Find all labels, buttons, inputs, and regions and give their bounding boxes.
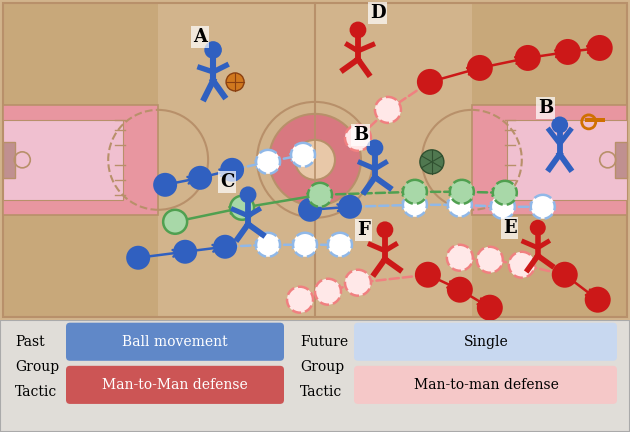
Circle shape <box>509 252 535 278</box>
Circle shape <box>220 158 244 182</box>
Circle shape <box>587 35 613 61</box>
Text: E: E <box>503 219 517 237</box>
Text: Ball movement: Ball movement <box>122 335 228 349</box>
Circle shape <box>477 247 503 273</box>
Circle shape <box>585 287 610 313</box>
Circle shape <box>230 196 254 220</box>
Circle shape <box>493 181 517 205</box>
Circle shape <box>239 187 256 203</box>
Circle shape <box>173 240 197 264</box>
Circle shape <box>153 173 177 197</box>
Circle shape <box>163 210 187 234</box>
Circle shape <box>450 180 474 204</box>
Text: Tactic: Tactic <box>300 385 342 399</box>
Circle shape <box>188 166 212 190</box>
Circle shape <box>375 97 401 123</box>
Text: Tactic: Tactic <box>15 385 57 399</box>
Circle shape <box>552 262 578 288</box>
Bar <box>615 142 627 178</box>
Text: Past: Past <box>15 335 45 349</box>
Circle shape <box>338 195 362 219</box>
Text: C: C <box>220 173 234 191</box>
FancyBboxPatch shape <box>354 366 617 404</box>
Circle shape <box>345 125 371 151</box>
FancyBboxPatch shape <box>66 323 284 361</box>
Circle shape <box>269 114 361 206</box>
Circle shape <box>447 277 473 303</box>
Circle shape <box>213 235 237 259</box>
Text: F: F <box>357 221 370 239</box>
Circle shape <box>367 140 383 156</box>
Text: Future: Future <box>300 335 348 349</box>
Circle shape <box>308 183 332 207</box>
Circle shape <box>420 150 444 174</box>
Circle shape <box>530 220 546 236</box>
Bar <box>472 105 627 215</box>
FancyBboxPatch shape <box>354 323 617 361</box>
Circle shape <box>491 195 515 219</box>
Text: Man-to-Man defense: Man-to-Man defense <box>102 378 248 392</box>
Text: Group: Group <box>300 360 344 374</box>
Text: Group: Group <box>15 360 59 374</box>
Circle shape <box>531 195 555 219</box>
Circle shape <box>415 262 441 288</box>
Circle shape <box>417 69 443 95</box>
FancyBboxPatch shape <box>66 366 284 404</box>
Circle shape <box>551 117 568 133</box>
Circle shape <box>256 233 280 257</box>
Circle shape <box>226 73 244 91</box>
Circle shape <box>350 22 367 38</box>
Circle shape <box>345 270 371 296</box>
Circle shape <box>291 143 315 167</box>
Bar <box>585 118 605 122</box>
Bar <box>3 105 158 215</box>
Bar <box>3 142 15 178</box>
Circle shape <box>295 140 335 180</box>
Bar <box>507 120 627 200</box>
Circle shape <box>447 245 473 271</box>
Circle shape <box>126 246 150 270</box>
Circle shape <box>555 39 581 65</box>
Circle shape <box>328 233 352 257</box>
Text: D: D <box>370 4 386 22</box>
Circle shape <box>298 198 322 222</box>
Circle shape <box>477 295 503 321</box>
Circle shape <box>293 233 317 257</box>
Circle shape <box>403 193 427 217</box>
Bar <box>472 3 627 317</box>
Circle shape <box>448 193 472 217</box>
Text: A: A <box>193 28 207 46</box>
Text: B: B <box>538 99 553 117</box>
Circle shape <box>403 180 427 204</box>
Bar <box>3 120 123 200</box>
Text: Man-to-man defense: Man-to-man defense <box>413 378 558 392</box>
Circle shape <box>315 279 341 305</box>
Text: B: B <box>353 126 368 144</box>
Circle shape <box>287 287 313 313</box>
Text: Single: Single <box>464 335 508 349</box>
Circle shape <box>515 45 541 71</box>
Circle shape <box>256 150 280 174</box>
Circle shape <box>467 55 493 81</box>
Bar <box>3 3 158 317</box>
Circle shape <box>377 221 393 238</box>
Circle shape <box>204 41 222 59</box>
